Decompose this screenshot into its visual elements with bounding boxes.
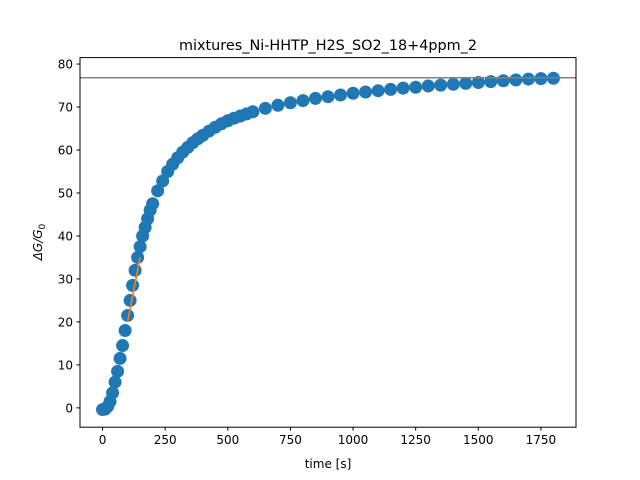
data-point [459, 76, 473, 90]
data-point [296, 94, 310, 108]
plot-area [80, 71, 576, 417]
x-tick-label: 750 [279, 433, 302, 447]
data-point [111, 364, 125, 378]
x-tick-label: 1750 [526, 433, 557, 447]
data-point [113, 351, 127, 365]
data-point [421, 79, 435, 93]
data-point [128, 263, 142, 277]
data-point [534, 72, 548, 86]
data-point [271, 98, 285, 112]
data-point [133, 240, 147, 254]
data-point [126, 278, 140, 292]
y-tick-label: 30 [58, 272, 73, 286]
chart-title: mixtures_Ni-HHTP_H2S_SO2_18+4ppm_2 [179, 38, 477, 54]
data-point [106, 386, 120, 400]
y-tick-label: 60 [58, 144, 73, 158]
data-point [496, 74, 510, 88]
data-point [123, 293, 137, 307]
y-axis: 0 10 20 30 40 50 60 70 80 [58, 58, 80, 415]
data-point [396, 81, 410, 95]
data-point [151, 184, 165, 198]
data-point [258, 101, 272, 115]
data-point [146, 197, 160, 211]
y-axis-label: ΔG/G0 [31, 223, 48, 261]
y-tick-label: 80 [58, 58, 73, 72]
data-point [308, 91, 322, 105]
data-point [371, 84, 385, 98]
data-point [471, 76, 485, 90]
x-tick-label: 0 [99, 433, 107, 447]
data-point [446, 77, 460, 91]
y-tick-label: 20 [58, 315, 73, 329]
data-point [121, 308, 135, 322]
data-point [108, 375, 122, 389]
data-point [321, 90, 335, 104]
x-tick-label: 1250 [400, 433, 431, 447]
y-axis-label-main: ΔG/G [31, 229, 45, 261]
data-point [334, 88, 348, 102]
y-axis-label-subscript: 0 [38, 223, 48, 229]
y-tick-label: 10 [58, 358, 73, 372]
x-tick-label: 500 [216, 433, 239, 447]
data-point [509, 73, 523, 87]
y-tick-label: 70 [58, 101, 73, 115]
y-tick-label: 0 [65, 401, 73, 415]
data-point [346, 86, 360, 100]
data-point [283, 96, 297, 110]
x-tick-label: 250 [154, 433, 177, 447]
x-axis-label: time [s] [305, 457, 352, 471]
y-tick-label: 50 [58, 186, 73, 200]
data-point [384, 82, 398, 96]
y-tick-label: 40 [58, 229, 73, 243]
data-point [246, 105, 260, 119]
data-point [131, 250, 145, 264]
x-axis: 0 250 500 750 1000 1250 1500 1750 [99, 427, 556, 447]
data-point [359, 85, 373, 99]
x-tick-label: 1000 [338, 433, 369, 447]
data-point [118, 324, 132, 338]
axes-frame [79, 57, 577, 428]
data-point [116, 339, 130, 353]
fit-line [126, 257, 141, 323]
data-point [521, 72, 535, 86]
data-point [434, 78, 448, 92]
data-point [409, 80, 423, 94]
x-tick-label: 1500 [463, 433, 494, 447]
